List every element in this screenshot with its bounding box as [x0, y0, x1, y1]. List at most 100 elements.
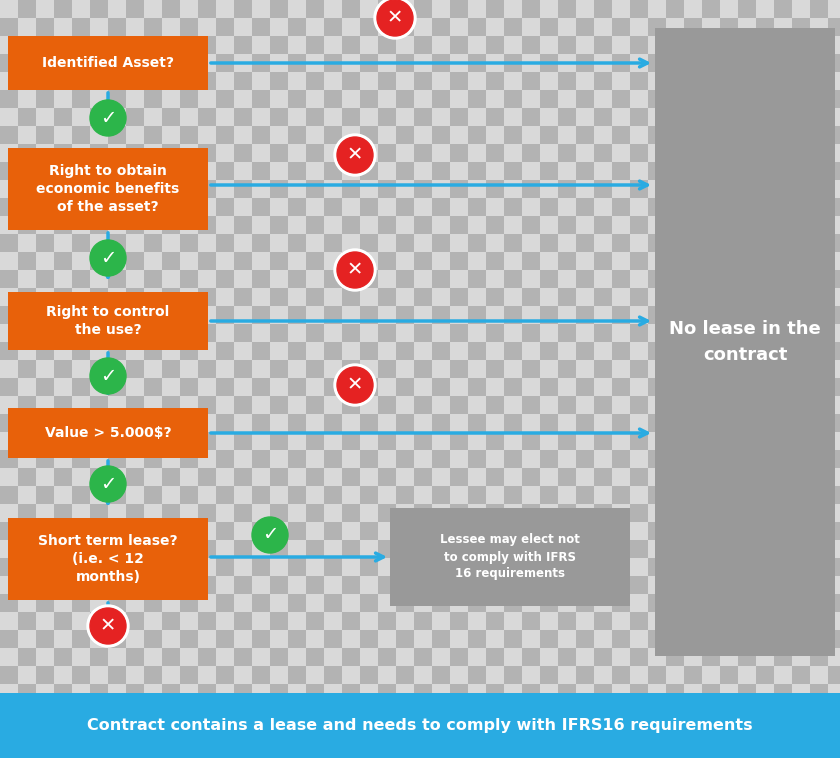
Bar: [666, 414, 684, 432]
Bar: [234, 558, 252, 576]
Bar: [162, 738, 180, 756]
Bar: [486, 270, 504, 288]
Bar: [36, 558, 54, 576]
Bar: [594, 432, 612, 450]
Bar: [90, 36, 108, 54]
Bar: [558, 630, 576, 648]
Bar: [90, 180, 108, 198]
Bar: [432, 144, 450, 162]
Bar: [180, 468, 198, 486]
Bar: [90, 270, 108, 288]
Bar: [144, 306, 162, 324]
Bar: [378, 450, 396, 468]
Bar: [702, 306, 720, 324]
Bar: [576, 738, 594, 756]
Bar: [648, 630, 666, 648]
Bar: [792, 288, 810, 306]
Bar: [180, 558, 198, 576]
Bar: [738, 594, 756, 612]
Bar: [198, 18, 216, 36]
Bar: [720, 360, 738, 378]
Bar: [792, 720, 810, 738]
Bar: [450, 72, 468, 90]
Bar: [486, 234, 504, 252]
Bar: [0, 522, 18, 540]
Bar: [666, 180, 684, 198]
Bar: [738, 630, 756, 648]
Bar: [648, 288, 666, 306]
Bar: [540, 18, 558, 36]
Bar: [558, 162, 576, 180]
Bar: [54, 648, 72, 666]
Bar: [378, 216, 396, 234]
Bar: [342, 720, 360, 738]
Bar: [684, 756, 702, 758]
Bar: [540, 198, 558, 216]
Bar: [144, 216, 162, 234]
Bar: [612, 126, 630, 144]
Bar: [54, 468, 72, 486]
Bar: [540, 630, 558, 648]
Bar: [648, 612, 666, 630]
Bar: [450, 144, 468, 162]
Bar: [774, 234, 792, 252]
Bar: [648, 18, 666, 36]
Bar: [72, 108, 90, 126]
Bar: [630, 522, 648, 540]
Bar: [378, 666, 396, 684]
Bar: [648, 594, 666, 612]
Bar: [324, 162, 342, 180]
Bar: [684, 684, 702, 702]
Bar: [126, 108, 144, 126]
Bar: [522, 216, 540, 234]
Bar: [432, 612, 450, 630]
Bar: [378, 54, 396, 72]
Bar: [540, 702, 558, 720]
Bar: [828, 306, 840, 324]
Bar: [162, 36, 180, 54]
Bar: [378, 162, 396, 180]
Bar: [450, 36, 468, 54]
Bar: [702, 522, 720, 540]
Bar: [54, 612, 72, 630]
Bar: [342, 450, 360, 468]
Bar: [288, 306, 306, 324]
Bar: [666, 54, 684, 72]
Bar: [162, 270, 180, 288]
Bar: [90, 288, 108, 306]
Bar: [702, 18, 720, 36]
Bar: [576, 540, 594, 558]
Bar: [108, 144, 126, 162]
Bar: [576, 432, 594, 450]
Text: ✕: ✕: [347, 261, 363, 280]
Bar: [126, 414, 144, 432]
Bar: [18, 738, 36, 756]
Bar: [756, 702, 774, 720]
Bar: [414, 576, 432, 594]
Bar: [558, 576, 576, 594]
Bar: [198, 252, 216, 270]
Bar: [738, 216, 756, 234]
Bar: [126, 450, 144, 468]
Bar: [486, 738, 504, 756]
Bar: [234, 72, 252, 90]
Bar: [684, 576, 702, 594]
Bar: [270, 144, 288, 162]
Bar: [162, 594, 180, 612]
Bar: [270, 396, 288, 414]
Bar: [72, 180, 90, 198]
Bar: [378, 270, 396, 288]
Bar: [54, 504, 72, 522]
Bar: [630, 324, 648, 342]
Bar: [252, 486, 270, 504]
Bar: [180, 144, 198, 162]
Bar: [234, 432, 252, 450]
Bar: [162, 108, 180, 126]
Bar: [522, 576, 540, 594]
Bar: [774, 72, 792, 90]
Bar: [630, 666, 648, 684]
Bar: [162, 18, 180, 36]
Bar: [72, 324, 90, 342]
Bar: [216, 162, 234, 180]
Bar: [720, 378, 738, 396]
